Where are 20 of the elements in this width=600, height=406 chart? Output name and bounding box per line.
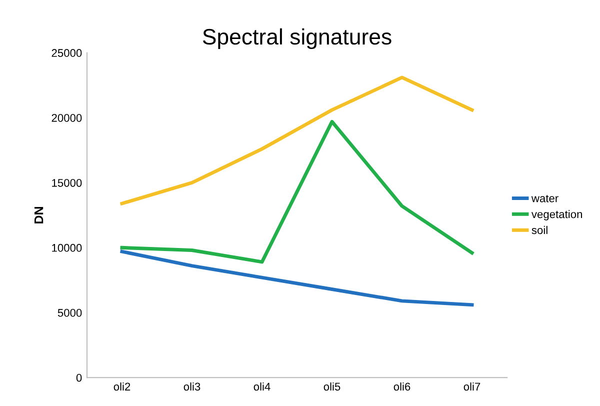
x-tick-label: oli3 bbox=[184, 382, 200, 391]
line-series bbox=[120, 120, 474, 264]
x-tick-label: oli4 bbox=[254, 382, 270, 391]
legend-label: soil bbox=[532, 226, 548, 234]
legend-label: vegetation bbox=[531, 210, 582, 220]
x-tick-label: oli5 bbox=[324, 382, 340, 391]
y-tick-label: 5000 bbox=[58, 308, 82, 317]
y-tick-label: 25000 bbox=[52, 49, 82, 57]
x-tick-label: oli2 bbox=[114, 382, 130, 391]
chart-title: Spectral signatures bbox=[202, 28, 392, 50]
y-tick-label: 20000 bbox=[52, 114, 82, 122]
y-tick-label: 15000 bbox=[52, 178, 82, 187]
line-series bbox=[120, 76, 474, 206]
y-axis-title: DN bbox=[34, 206, 44, 224]
y-tick-label: 0 bbox=[76, 374, 82, 382]
x-tick-label: oli7 bbox=[464, 382, 480, 391]
x-tick-label: oli6 bbox=[394, 382, 410, 391]
y-tick-label: 10000 bbox=[52, 244, 82, 252]
line-series bbox=[120, 250, 474, 307]
legend-label: water bbox=[531, 194, 558, 202]
